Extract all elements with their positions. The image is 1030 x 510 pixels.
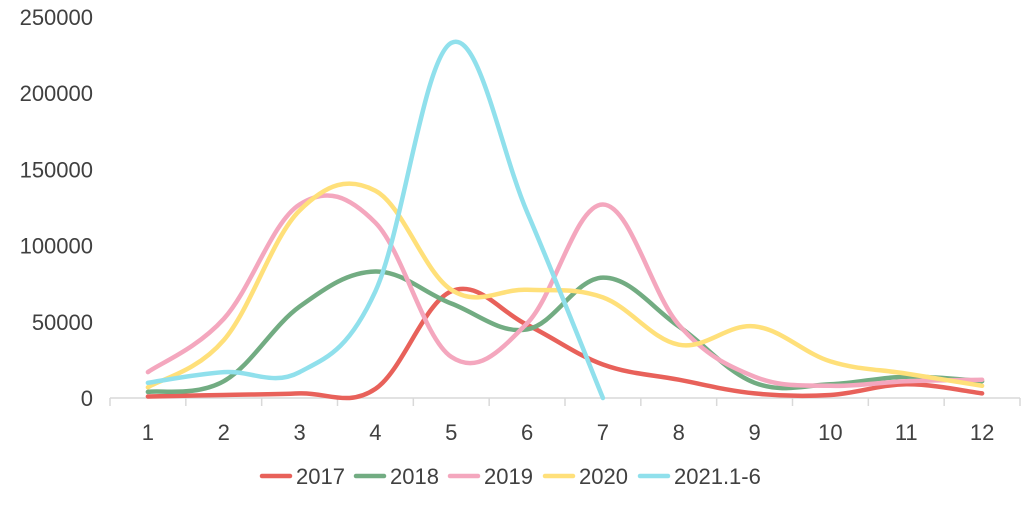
series-line-2017 (145, 286, 985, 401)
x-tick-label: 11 (895, 420, 918, 445)
x-tick-label: 6 (521, 420, 533, 445)
y-tick-label: 200000 (20, 81, 93, 106)
legend-label: 2017 (296, 464, 345, 489)
y-axis: 0 50000 100000 150000 200000 250000 (20, 5, 93, 411)
x-tick-label: 2 (218, 420, 230, 445)
x-tick-label: 8 (673, 420, 685, 445)
legend-label: 2020 (579, 464, 628, 489)
y-tick-label: 250000 (20, 5, 93, 30)
series-line-2021-1-6 (145, 39, 606, 401)
legend-label: 2018 (390, 464, 439, 489)
x-axis: 1 2 3 4 5 6 7 8 9 10 11 12 (109, 398, 1021, 445)
series-group (145, 39, 985, 401)
legend-label: 2021.1-6 (674, 464, 761, 489)
x-tick-label: 12 (970, 420, 994, 445)
series-line-2020 (145, 181, 985, 390)
x-tick-label: 4 (369, 420, 381, 445)
legend: 2017 2018 2019 2020 2021.1-6 (259, 464, 761, 489)
legend-label: 2019 (484, 464, 533, 489)
y-tick-label: 0 (81, 386, 93, 411)
y-tick-label: 150000 (20, 157, 93, 182)
x-tick-label: 7 (597, 420, 609, 445)
x-tick-label: 9 (748, 420, 760, 445)
x-tick-label: 3 (293, 420, 305, 445)
x-tick-label: 1 (142, 420, 154, 445)
y-tick-label: 100000 (20, 234, 93, 259)
x-tick-label: 5 (445, 420, 457, 445)
x-tick-label: 10 (818, 420, 842, 445)
y-tick-label: 50000 (32, 310, 93, 335)
